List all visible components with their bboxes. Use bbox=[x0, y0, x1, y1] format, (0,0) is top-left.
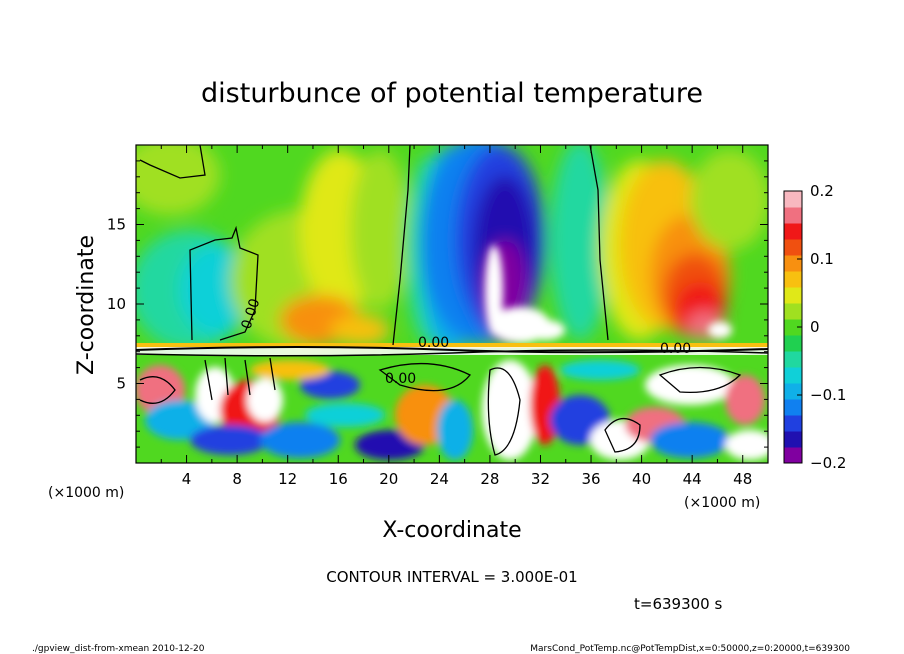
colorbar-tick-label: 0.2 bbox=[810, 182, 834, 200]
upper-field bbox=[136, 145, 768, 355]
contour-lower-1 bbox=[139, 376, 176, 404]
contour-lines bbox=[136, 145, 768, 456]
x-tick-label: 44 bbox=[683, 470, 702, 488]
contour-lower-2 bbox=[378, 362, 472, 392]
colorbar-tick-label: −0.1 bbox=[810, 386, 846, 404]
colorbar-tick-label: 0.1 bbox=[810, 250, 834, 268]
x-tick-label: 32 bbox=[531, 470, 550, 488]
contour-interface-2 bbox=[136, 349, 768, 357]
contour-upper-left bbox=[189, 225, 259, 341]
colorbar-segment bbox=[784, 271, 802, 288]
contour-lower-3 bbox=[487, 367, 521, 456]
x-tick-label: 48 bbox=[733, 470, 752, 488]
colorbar-tick-label: 0 bbox=[810, 318, 820, 336]
colorbar-segment bbox=[784, 207, 802, 224]
contour-label: 0.00 bbox=[660, 341, 691, 357]
footer-right: MarsCond_PotTemp.nc@PotTempDist,x=0:5000… bbox=[530, 644, 850, 654]
colorbar-segment bbox=[784, 223, 802, 240]
colorbar-ticks: 0.2 0.1 0 −0.1 −0.2 bbox=[797, 182, 846, 472]
time-label: t=639300 s bbox=[634, 595, 722, 613]
contour-label: 0.00 bbox=[418, 335, 449, 351]
cold-core bbox=[485, 245, 732, 343]
colorbar-tick-label: −0.2 bbox=[810, 454, 846, 472]
x-tick-label: 16 bbox=[329, 470, 348, 488]
y-axis: 5 10 15 bbox=[107, 160, 768, 448]
colorbar-segment bbox=[784, 367, 802, 384]
colorbar-segment bbox=[784, 399, 802, 416]
colorbar-segment bbox=[784, 447, 802, 464]
x-tick-label: 4 bbox=[182, 470, 192, 488]
colorbar-segment bbox=[784, 255, 802, 272]
plot-area: 0.00 0.00 0.00 0.00 bbox=[136, 145, 768, 463]
y-axis-title: Z-coordinate bbox=[74, 235, 99, 375]
x-tick-label: 28 bbox=[480, 470, 499, 488]
x-tick-label: 20 bbox=[379, 470, 398, 488]
contour-cold-right bbox=[589, 145, 609, 341]
contour-interface bbox=[136, 346, 768, 354]
contour-cold-left bbox=[392, 145, 411, 346]
interface-band bbox=[136, 343, 768, 348]
x-tick-label: 24 bbox=[430, 470, 449, 488]
contour-lower-6 bbox=[204, 357, 276, 401]
colorbar-segment bbox=[784, 239, 802, 256]
y-tick-label: 15 bbox=[107, 216, 126, 234]
colorbar-segment bbox=[784, 303, 802, 320]
y-tick-label: 5 bbox=[116, 375, 126, 393]
x-tick-label: 12 bbox=[278, 470, 297, 488]
x-unit-left: (×1000 m) bbox=[48, 485, 124, 501]
x-axis: 4 8 12 16 20 24 28 32 36 40 44 48 bbox=[160, 145, 752, 488]
colorbar-segment bbox=[784, 287, 802, 304]
chart-title: disturbunce of potential temperature bbox=[201, 78, 703, 109]
colorbar-segment bbox=[784, 383, 802, 400]
x-tick-label: 40 bbox=[632, 470, 651, 488]
colorbar-segment bbox=[784, 351, 802, 368]
x-unit-right: (×1000 m) bbox=[684, 495, 760, 511]
footer-left: ./gpview_dist-from-xmean 2010-12-20 bbox=[32, 644, 205, 654]
contour-label: 0.00 bbox=[385, 371, 416, 387]
x-tick-label: 8 bbox=[232, 470, 242, 488]
x-axis-title: X-coordinate bbox=[382, 518, 521, 543]
colorbar-segment bbox=[784, 415, 802, 432]
contour-top-left bbox=[139, 145, 206, 179]
contour-lower-4 bbox=[604, 418, 641, 453]
x-tick-label: 36 bbox=[581, 470, 600, 488]
contour-interval: CONTOUR INTERVAL = 3.000E-01 bbox=[326, 568, 577, 586]
colorbar-segment bbox=[784, 431, 802, 448]
colorbar-segment bbox=[784, 335, 802, 352]
colorbar-segment bbox=[784, 191, 802, 208]
contour-lower-5 bbox=[658, 366, 742, 394]
colorbar-segment bbox=[784, 319, 802, 336]
y-tick-label: 10 bbox=[107, 295, 126, 313]
colorbar bbox=[783, 190, 803, 464]
